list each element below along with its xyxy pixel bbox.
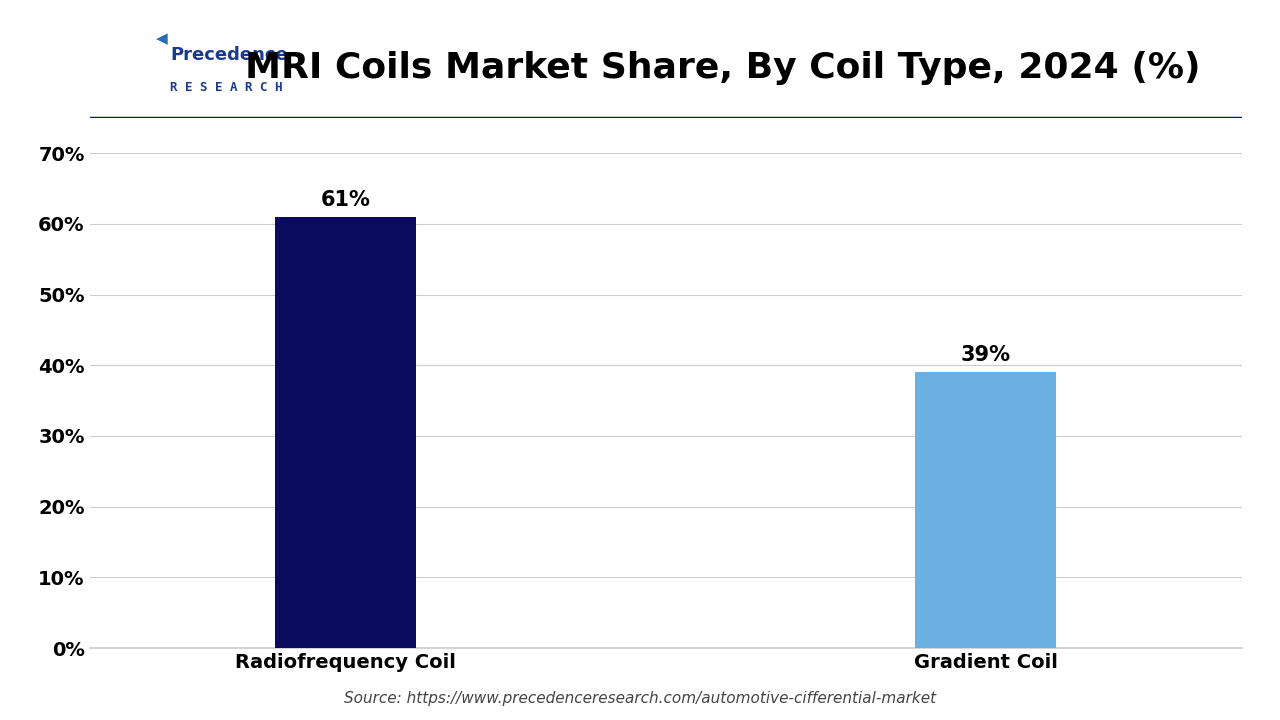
Bar	[915, 372, 1056, 648]
Text: 61%: 61%	[321, 190, 370, 210]
Text: ◀: ◀	[156, 32, 168, 47]
Text: MRI Coils Market Share, By Coil Type, 2024 (%): MRI Coils Market Share, By Coil Type, 20…	[246, 51, 1201, 85]
Text: Source: https://www.precedenceresearch.com/automotive-cifferential-market: Source: https://www.precedenceresearch.c…	[344, 690, 936, 706]
Text: R E S E A R C H: R E S E A R C H	[170, 81, 283, 94]
Text: Precedence: Precedence	[170, 45, 288, 63]
Bar	[275, 217, 416, 648]
Text: 39%: 39%	[960, 346, 1011, 365]
